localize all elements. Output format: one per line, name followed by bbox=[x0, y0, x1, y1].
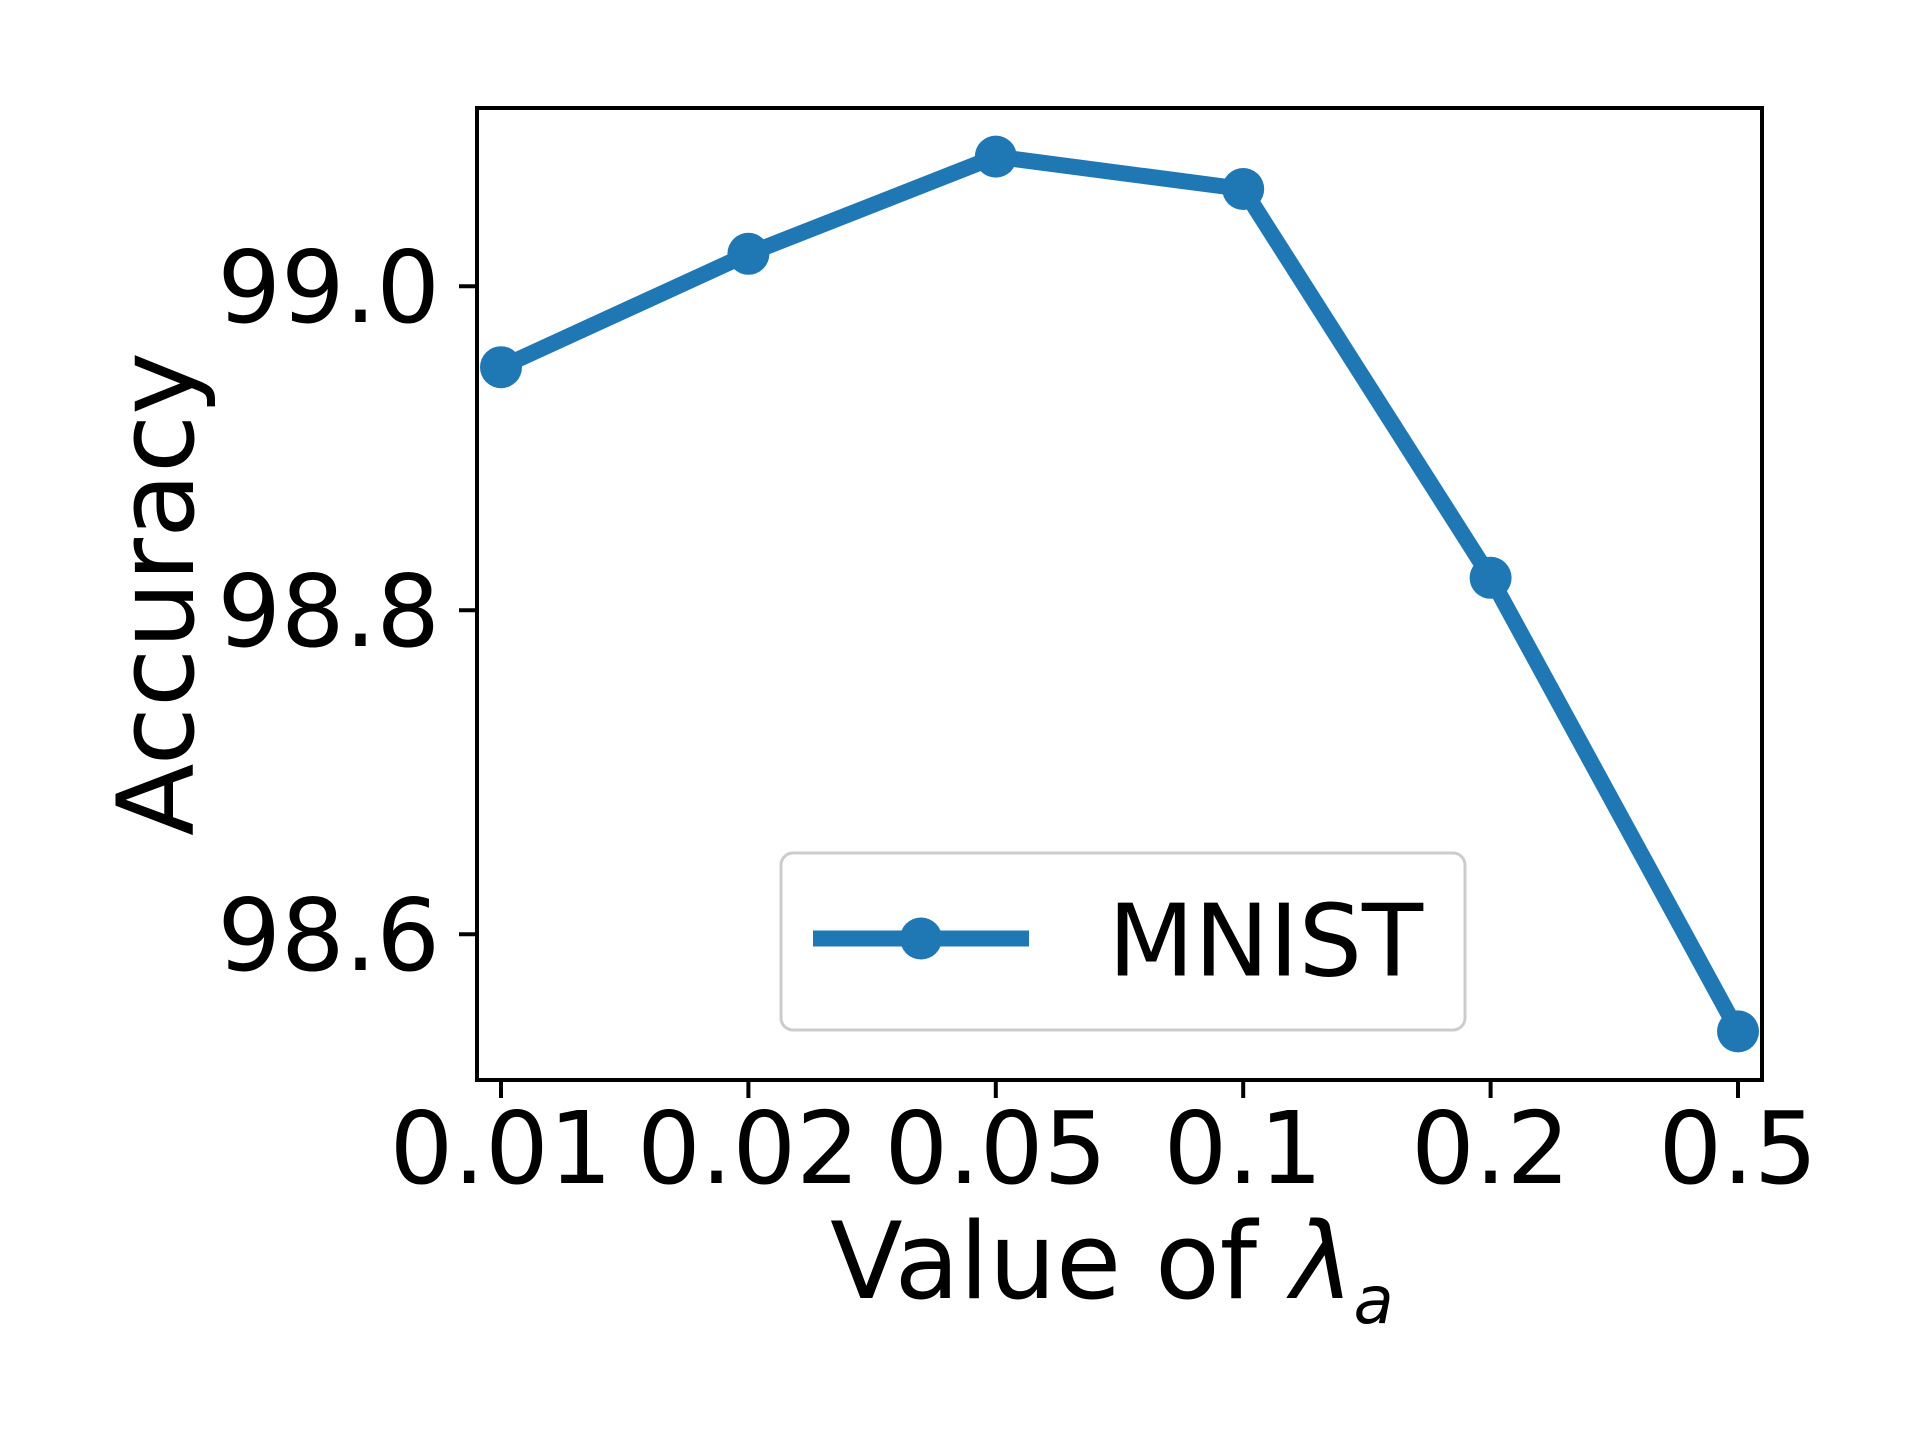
x-tick-label: 0.5 bbox=[1658, 1090, 1817, 1207]
data-point-marker bbox=[727, 232, 770, 275]
data-point-marker bbox=[1469, 556, 1512, 599]
plot-area bbox=[475, 106, 1764, 1082]
legend-label: MNIST bbox=[1108, 883, 1424, 1000]
x-axis-label-text: Value of bbox=[830, 1200, 1291, 1323]
data-point-marker bbox=[1222, 168, 1265, 210]
x-axis-label: Value of λa bbox=[830, 1203, 1394, 1339]
data-point-marker bbox=[480, 346, 522, 389]
legend-marker bbox=[900, 917, 942, 960]
lambda-subscript: a bbox=[1353, 1262, 1394, 1339]
x-tick-label: 0.2 bbox=[1411, 1090, 1570, 1207]
y-tick-label: 98.8 bbox=[217, 553, 440, 670]
series-line-mnist bbox=[497, 148, 1746, 1036]
legend-box bbox=[779, 851, 1467, 1032]
x-tick-label: 0.05 bbox=[884, 1090, 1107, 1207]
lambda-symbol: λ bbox=[1290, 1200, 1354, 1323]
data-point-marker bbox=[974, 135, 1017, 178]
x-tick-label: 0.1 bbox=[1164, 1090, 1323, 1207]
x-tick-label: 0.01 bbox=[390, 1090, 613, 1207]
y-axis-label: Accuracy bbox=[95, 352, 218, 836]
x-tick-label: 0.02 bbox=[637, 1090, 860, 1207]
y-tick-label: 98.6 bbox=[217, 877, 440, 994]
data-point-marker bbox=[1717, 1010, 1759, 1053]
y-tick-label: 99.0 bbox=[217, 229, 440, 346]
